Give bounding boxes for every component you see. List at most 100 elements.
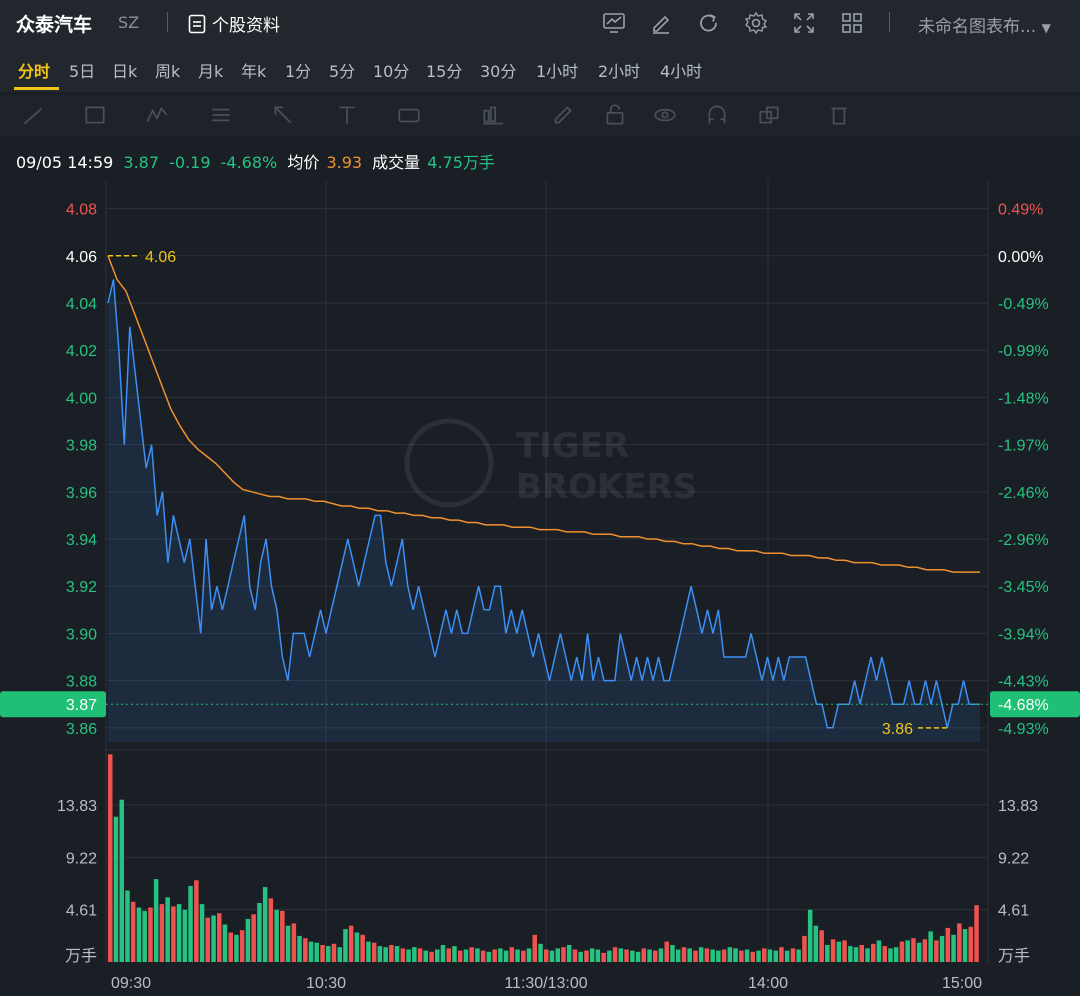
tab-timeframe-10[interactable]: 30分 xyxy=(480,62,517,81)
fullscreen-icon[interactable] xyxy=(791,10,817,36)
layout-selector[interactable]: 未命名图表布... ▼ xyxy=(918,12,1051,37)
trash-tool-icon[interactable] xyxy=(826,102,852,128)
stock-info-button[interactable]: 个股资料 xyxy=(188,11,280,36)
tab-timeframe-0[interactable]: 分时 xyxy=(18,62,51,81)
pct-tick-label: -3.94% xyxy=(998,626,1049,643)
volume-bar xyxy=(354,932,360,962)
arrow-tool-icon[interactable] xyxy=(270,102,296,128)
volume-bar xyxy=(383,947,388,962)
volume-bar xyxy=(498,948,503,962)
tab-timeframe-8[interactable]: 10分 xyxy=(373,62,410,81)
tab-timeframe-9[interactable]: 15分 xyxy=(426,62,463,81)
grid-icon[interactable] xyxy=(839,10,865,36)
volume-bar xyxy=(612,947,618,962)
volume-bar xyxy=(664,941,669,962)
price-tick-label: 3.92 xyxy=(66,579,97,596)
volume-bar xyxy=(182,909,188,962)
edit-icon[interactable] xyxy=(648,10,674,36)
market-code: SZ xyxy=(118,13,140,32)
x-tick-label: 11:30/13:00 xyxy=(504,975,587,992)
volume-bar xyxy=(480,950,486,962)
refresh-icon[interactable] xyxy=(696,10,722,36)
tab-timeframe-2[interactable]: 日k xyxy=(112,62,138,81)
price-tick-label: 3.96 xyxy=(66,485,97,502)
x-tick-label: 09:30 xyxy=(111,975,151,992)
volume-bar xyxy=(228,932,233,962)
price-tick-label: 3.90 xyxy=(66,626,97,643)
top-toolbar xyxy=(0,0,1080,46)
rectangle-tool-icon[interactable] xyxy=(82,102,108,128)
volume-bar xyxy=(784,950,790,962)
volume-bar xyxy=(865,948,870,962)
tab-timeframe-6[interactable]: 1分 xyxy=(285,62,312,81)
volume-bar xyxy=(710,949,715,962)
volume-bar xyxy=(584,950,589,962)
volume-bar xyxy=(675,949,681,962)
tab-timeframe-3[interactable]: 周k xyxy=(155,62,181,81)
volume-bar xyxy=(698,947,704,962)
tab-timeframe-1[interactable]: 5日 xyxy=(69,62,96,81)
wave-tool-icon[interactable] xyxy=(144,102,170,128)
volume-bar xyxy=(171,906,176,962)
volume-bar xyxy=(928,931,933,962)
volume-bar xyxy=(406,949,411,962)
volume-tick-label-right: 9.22 xyxy=(998,850,1029,867)
x-tick-label: 15:00 xyxy=(942,975,982,992)
volume-bar xyxy=(176,904,182,962)
volume-bar xyxy=(320,945,325,962)
price-tick-label: 3.94 xyxy=(66,532,97,549)
pct-tick-label: 0.00% xyxy=(998,249,1043,266)
price-line xyxy=(107,279,980,729)
eye-tool-icon[interactable] xyxy=(652,102,678,128)
volume-bar xyxy=(607,950,612,962)
pct-tick-label: -3.45% xyxy=(998,579,1049,596)
lock-tool-icon[interactable] xyxy=(602,102,628,128)
volume-bar xyxy=(125,890,130,962)
tab-timeframe-12[interactable]: 2小时 xyxy=(598,62,641,81)
volume-bar xyxy=(440,945,446,962)
price-tick-label: 4.02 xyxy=(66,343,97,360)
settings-icon[interactable] xyxy=(743,10,769,36)
stock-name: 众泰汽车 xyxy=(16,14,93,36)
pct-tick-label: -0.99% xyxy=(998,343,1049,360)
tab-timeframe-5[interactable]: 年k xyxy=(241,62,267,81)
volume-tick-label-right: 13.83 xyxy=(998,798,1038,815)
volume-bar xyxy=(681,947,687,962)
tab-timeframe-4[interactable]: 月k xyxy=(198,62,224,81)
text-tool-icon[interactable] xyxy=(334,102,360,128)
volume-bar xyxy=(389,945,394,962)
document-icon xyxy=(188,14,206,33)
tab-timeframe-13[interactable]: 4小时 xyxy=(660,62,703,81)
volume-tick-label: 9.22 xyxy=(66,850,97,867)
chart-icon[interactable] xyxy=(601,10,627,36)
volume-bar xyxy=(119,799,124,962)
layers-tool-icon[interactable] xyxy=(756,102,782,128)
volume-bar xyxy=(779,947,784,962)
volume-tick-label-right: 4.61 xyxy=(998,903,1029,920)
x-tick-label: 14:00 xyxy=(748,975,788,992)
volume-bar xyxy=(130,901,136,962)
volume-bar xyxy=(830,939,836,962)
line-tool-icon[interactable] xyxy=(20,102,46,128)
fib-tool-icon[interactable] xyxy=(208,102,234,128)
volume-bar xyxy=(744,949,750,962)
volume-bar xyxy=(526,948,532,962)
volume-bar xyxy=(859,945,864,962)
volume-bar xyxy=(848,946,853,962)
volume-bar xyxy=(934,940,939,962)
quote-price: 3.87 xyxy=(123,153,160,172)
ruler-tool-icon[interactable] xyxy=(480,102,506,128)
quote-datetime: 09/05 14:59 xyxy=(16,153,114,172)
pencil-tool-icon[interactable] xyxy=(550,102,576,128)
measure-tool-icon[interactable] xyxy=(396,102,422,128)
volume-bar xyxy=(371,942,377,962)
tab-timeframe-7[interactable]: 5分 xyxy=(329,62,356,81)
magnet-tool-icon[interactable] xyxy=(704,102,730,128)
pct-tick-label: 0.49% xyxy=(998,202,1043,219)
volume-bar xyxy=(566,945,572,962)
volume-bar xyxy=(647,949,652,962)
volume-bar xyxy=(308,941,314,962)
volume-bar xyxy=(790,948,796,962)
tab-timeframe-11[interactable]: 1小时 xyxy=(536,62,579,81)
